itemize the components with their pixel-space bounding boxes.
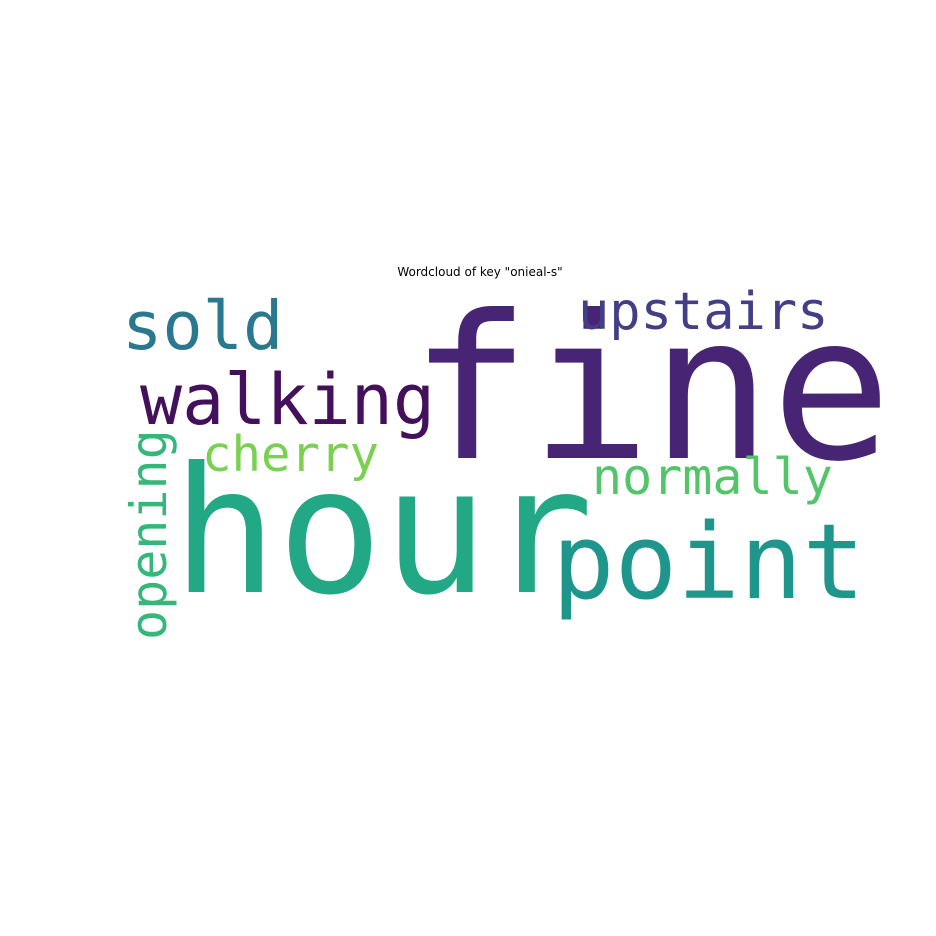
chart-title: Wordcloud of key "onieal-s": [397, 265, 563, 279]
word-cherry: cherry: [202, 426, 380, 483]
word-fine: fine: [410, 273, 892, 506]
word-point: point: [552, 501, 866, 623]
word-sold: sold: [122, 287, 284, 365]
word-normally: normally: [592, 448, 833, 506]
word-opening: opening: [120, 429, 178, 640]
word-upstairs: upstairs: [578, 282, 829, 342]
word-walking: walking: [140, 359, 436, 441]
word-hour: hour: [172, 431, 594, 634]
